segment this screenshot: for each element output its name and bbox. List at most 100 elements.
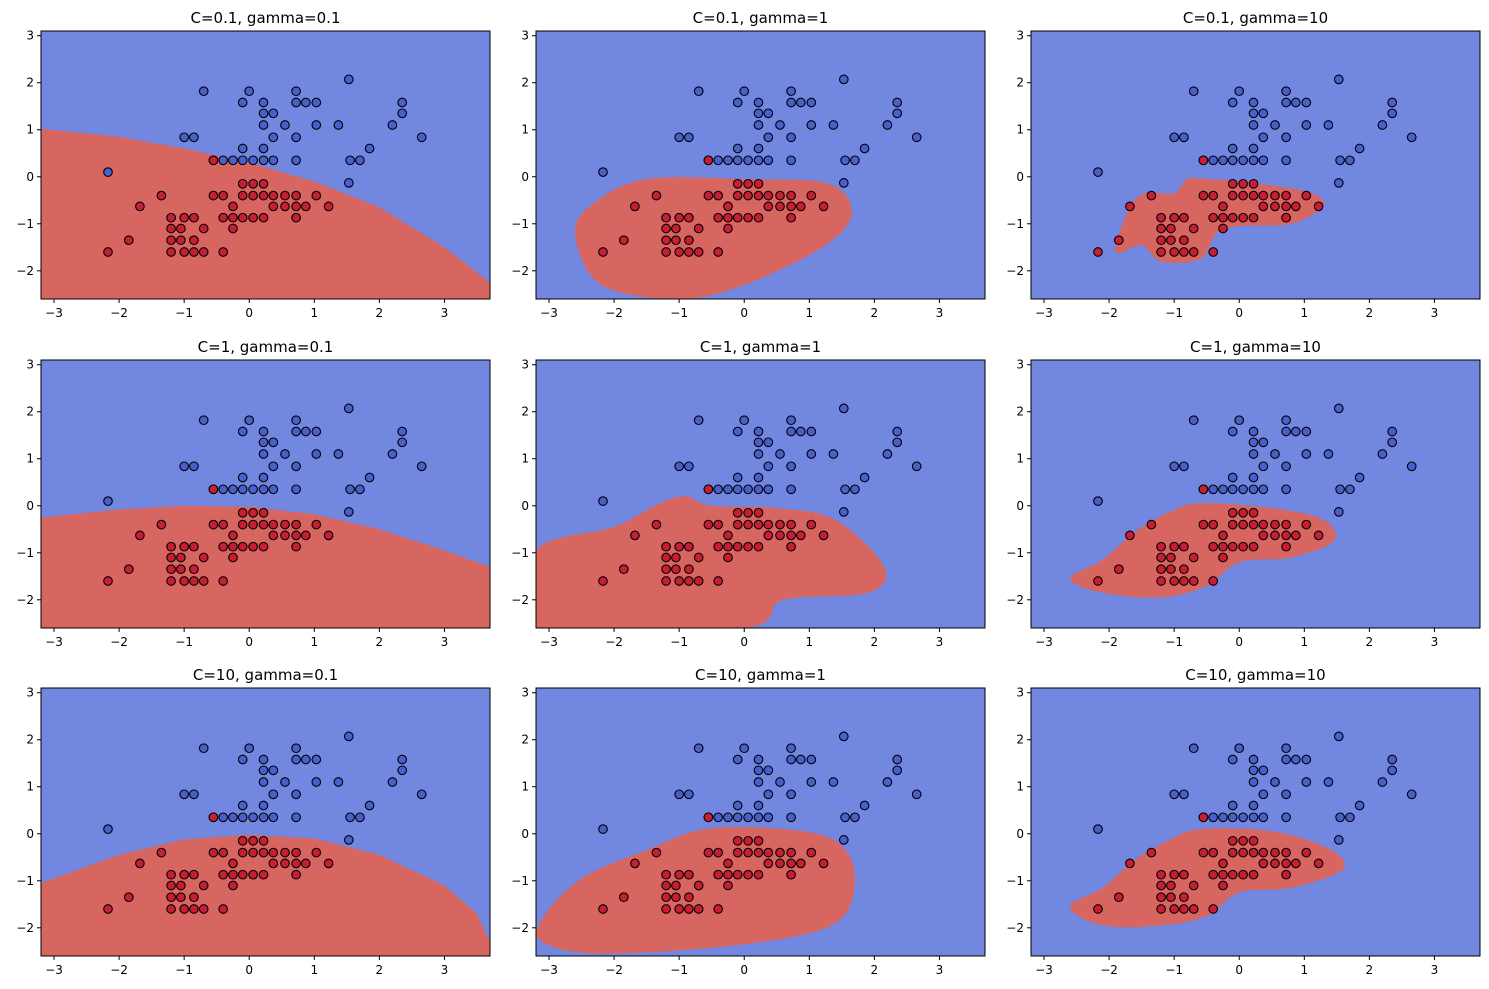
positive-class-point bbox=[1198, 484, 1209, 495]
negative-class-point bbox=[1258, 461, 1269, 472]
negative-class-point bbox=[786, 812, 796, 823]
negative-class-point bbox=[237, 800, 248, 811]
positive-class-point bbox=[1146, 190, 1157, 201]
positive-class-point bbox=[598, 904, 608, 914]
x-tick-label: −3 bbox=[45, 306, 63, 320]
negative-class-point bbox=[1238, 812, 1248, 823]
x-tick-label: 0 bbox=[740, 306, 748, 320]
positive-class-point bbox=[1248, 541, 1259, 552]
positive-class-point bbox=[732, 212, 743, 223]
positive-class-point bbox=[661, 576, 671, 586]
negative-class-point bbox=[237, 143, 248, 154]
negative-class-point bbox=[333, 777, 344, 787]
positive-class-point bbox=[661, 541, 671, 552]
positive-class-point bbox=[1156, 564, 1166, 575]
x-tick-label: 2 bbox=[376, 635, 384, 649]
positive-class-point bbox=[684, 541, 694, 552]
positive-class-point bbox=[1156, 552, 1166, 563]
positive-class-point bbox=[1198, 847, 1209, 858]
negative-class-point bbox=[850, 155, 860, 166]
negative-class-point bbox=[228, 155, 238, 166]
negative-class-point bbox=[1270, 449, 1280, 459]
positive-class-point bbox=[198, 904, 209, 914]
positive-class-point bbox=[1093, 904, 1103, 914]
y-tick-label: 2 bbox=[26, 733, 34, 747]
positive-class-point bbox=[189, 869, 199, 880]
positive-class-point bbox=[1227, 212, 1238, 223]
positive-class-point bbox=[693, 247, 704, 257]
y-tick-label: −1 bbox=[511, 546, 529, 560]
x-tick-label: 1 bbox=[805, 306, 813, 320]
negative-class-point bbox=[1188, 415, 1199, 426]
positive-class-point bbox=[753, 507, 764, 518]
negative-class-point bbox=[1301, 754, 1312, 765]
negative-class-point bbox=[1258, 132, 1269, 143]
positive-class-point bbox=[166, 223, 176, 234]
positive-class-point bbox=[775, 530, 785, 541]
x-tick-label: 0 bbox=[245, 635, 253, 649]
positive-class-point bbox=[1093, 576, 1103, 586]
positive-class-point bbox=[763, 519, 774, 530]
positive-class-point bbox=[228, 201, 238, 212]
positive-class-point bbox=[189, 212, 199, 223]
negative-class-point bbox=[806, 754, 817, 765]
y-tick-label: −2 bbox=[16, 264, 34, 278]
negative-class-point bbox=[850, 812, 860, 823]
negative-class-point bbox=[268, 484, 279, 495]
y-tick-label: 0 bbox=[26, 170, 34, 184]
x-tick-label: 0 bbox=[245, 306, 253, 320]
negative-class-point bbox=[1323, 449, 1334, 459]
negative-class-point bbox=[838, 731, 849, 742]
positive-class-point bbox=[208, 190, 219, 201]
positive-class-point bbox=[218, 519, 229, 530]
positive-class-point bbox=[258, 190, 269, 201]
positive-class-point bbox=[291, 190, 301, 201]
negative-class-point bbox=[1188, 86, 1199, 97]
negative-class-point bbox=[1248, 472, 1259, 483]
positive-class-point bbox=[189, 892, 199, 903]
positive-class-point bbox=[723, 541, 733, 552]
negative-class-point bbox=[753, 765, 764, 776]
positive-class-point bbox=[1169, 904, 1180, 914]
positive-class-point bbox=[228, 858, 238, 869]
x-tick-label: 1 bbox=[1300, 635, 1308, 649]
negative-class-point bbox=[1333, 178, 1344, 188]
y-tick-label: 3 bbox=[26, 358, 34, 372]
positive-class-point bbox=[1270, 190, 1280, 201]
positive-class-point bbox=[218, 247, 229, 257]
y-tick-label: −1 bbox=[16, 217, 34, 231]
positive-class-point bbox=[198, 880, 209, 891]
y-tick-label: 3 bbox=[521, 686, 529, 700]
negative-class-point bbox=[786, 97, 796, 108]
negative-class-point bbox=[237, 472, 248, 483]
negative-class-point bbox=[218, 155, 229, 166]
negative-class-point bbox=[859, 143, 870, 154]
positive-class-point bbox=[661, 904, 671, 914]
negative-class-point bbox=[713, 812, 724, 823]
positive-class-point bbox=[651, 847, 662, 858]
positive-class-point bbox=[1188, 223, 1199, 234]
negative-class-point bbox=[1323, 777, 1334, 787]
positive-class-point bbox=[732, 869, 743, 880]
negative-class-point bbox=[828, 449, 839, 459]
scatter-points bbox=[598, 403, 922, 586]
positive-class-point bbox=[237, 869, 248, 880]
x-tick-label: 3 bbox=[441, 306, 449, 320]
subplot-8: C=10, gamma=1 −3 −2 −1 0 1 2 3 3 2 1 0 −1 −2 bbox=[511, 666, 986, 977]
positive-class-point bbox=[1169, 247, 1180, 257]
negative-class-point bbox=[258, 437, 269, 448]
positive-class-point bbox=[753, 869, 764, 880]
negative-class-point bbox=[1290, 754, 1301, 765]
subplot-title: C=0.1, gamma=0.1 bbox=[191, 9, 341, 27]
negative-class-point bbox=[364, 143, 375, 154]
negative-class-point bbox=[753, 97, 764, 108]
negative-class-point bbox=[1281, 743, 1291, 754]
y-tick-label: 2 bbox=[1016, 405, 1024, 419]
negative-class-point bbox=[763, 437, 774, 448]
negative-class-point bbox=[1208, 155, 1219, 166]
positive-class-point bbox=[753, 835, 764, 846]
negative-class-point bbox=[397, 426, 408, 437]
negative-class-point bbox=[237, 484, 248, 495]
negative-class-point bbox=[732, 484, 743, 495]
x-tick-label: −3 bbox=[540, 635, 558, 649]
